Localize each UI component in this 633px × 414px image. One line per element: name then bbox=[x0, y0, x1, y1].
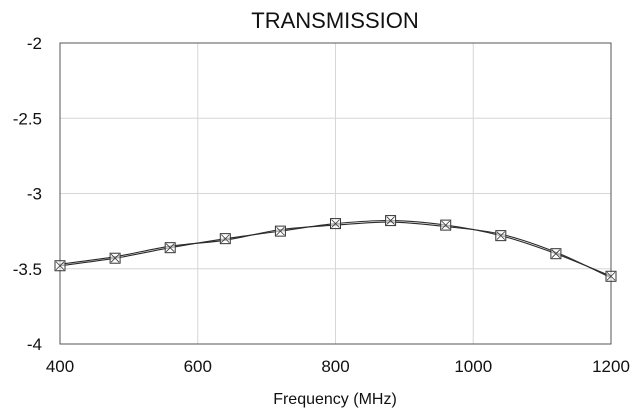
data-point-marker bbox=[440, 219, 452, 231]
y-tick-label: -3.5 bbox=[13, 260, 42, 279]
chart-title: TRANSMISSION bbox=[251, 8, 418, 33]
y-tick-label: -4 bbox=[27, 335, 42, 354]
data-point-marker bbox=[274, 225, 286, 237]
y-tick-label: -3 bbox=[27, 185, 42, 204]
x-tick-label: 600 bbox=[184, 357, 212, 376]
data-point-marker bbox=[164, 242, 176, 254]
x-tick-label: 1200 bbox=[592, 357, 630, 376]
x-tick-label: 1000 bbox=[454, 357, 492, 376]
y-tick-label: -2.5 bbox=[13, 109, 42, 128]
data-point-marker bbox=[385, 215, 397, 227]
x-axis-ticks: 400 600 800 1000 1200 bbox=[46, 357, 630, 376]
x-axis-title: Frequency (MHz) bbox=[273, 391, 397, 408]
plot-area-frame bbox=[59, 42, 612, 345]
data-point-marker bbox=[54, 260, 66, 272]
data-point-marker bbox=[550, 248, 562, 260]
data-point-marker bbox=[109, 252, 121, 264]
data-point-marker bbox=[495, 230, 507, 242]
x-tick-label: 400 bbox=[46, 357, 74, 376]
series-markers bbox=[54, 215, 617, 282]
data-point-marker bbox=[330, 218, 341, 230]
grid-lines bbox=[60, 43, 611, 344]
y-axis-ticks: -2 -2.5 -3 -3.5 -4 bbox=[13, 34, 42, 354]
x-tick-label: 800 bbox=[321, 357, 349, 376]
data-point-marker bbox=[219, 233, 231, 245]
y-tick-label: -2 bbox=[27, 34, 42, 53]
data-point-marker bbox=[605, 270, 617, 282]
